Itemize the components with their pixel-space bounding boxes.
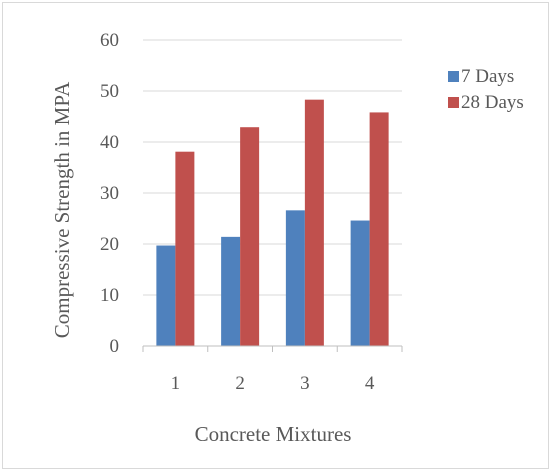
bar-7-days-mix-3 [285,210,305,346]
x-tick-label: 1 [171,373,181,394]
y-tick-label: 30 [100,183,119,204]
legend: 7 Days 28 Days [448,66,524,113]
bar-28-days-mix-4 [369,112,389,346]
bar-7-days-mix-2 [221,236,241,346]
bars [156,99,389,347]
legend-swatch [448,97,459,108]
bar-7-days-mix-1 [156,245,176,346]
x-axis [142,345,403,352]
legend-label: 28 Days [461,92,524,113]
y-tick-label: 20 [100,234,119,255]
y-axis-title: Compressive Strength in MPA [50,81,74,338]
bar-7-days-mix-4 [350,220,370,346]
legend-swatch [448,71,459,82]
x-tick-label: 2 [235,373,245,394]
y-tick-label: 40 [100,132,119,153]
bar-28-days-mix-3 [304,99,324,346]
y-tick-label: 0 [110,336,120,357]
x-tick-label: 4 [365,373,375,394]
x-tick-labels: 1 2 3 4 [171,373,375,394]
y-tick-label: 10 [100,285,119,306]
y-tick-label: 60 [100,30,119,51]
y-tick-label: 50 [100,81,119,102]
bar-28-days-mix-2 [240,127,260,347]
bar-28-days-mix-1 [175,151,195,346]
y-tick-labels: 0 10 20 30 40 50 60 [100,30,119,357]
x-axis-title: Concrete Mixtures [195,422,352,446]
legend-label: 7 Days [461,66,514,87]
x-tick-label: 3 [300,373,310,394]
